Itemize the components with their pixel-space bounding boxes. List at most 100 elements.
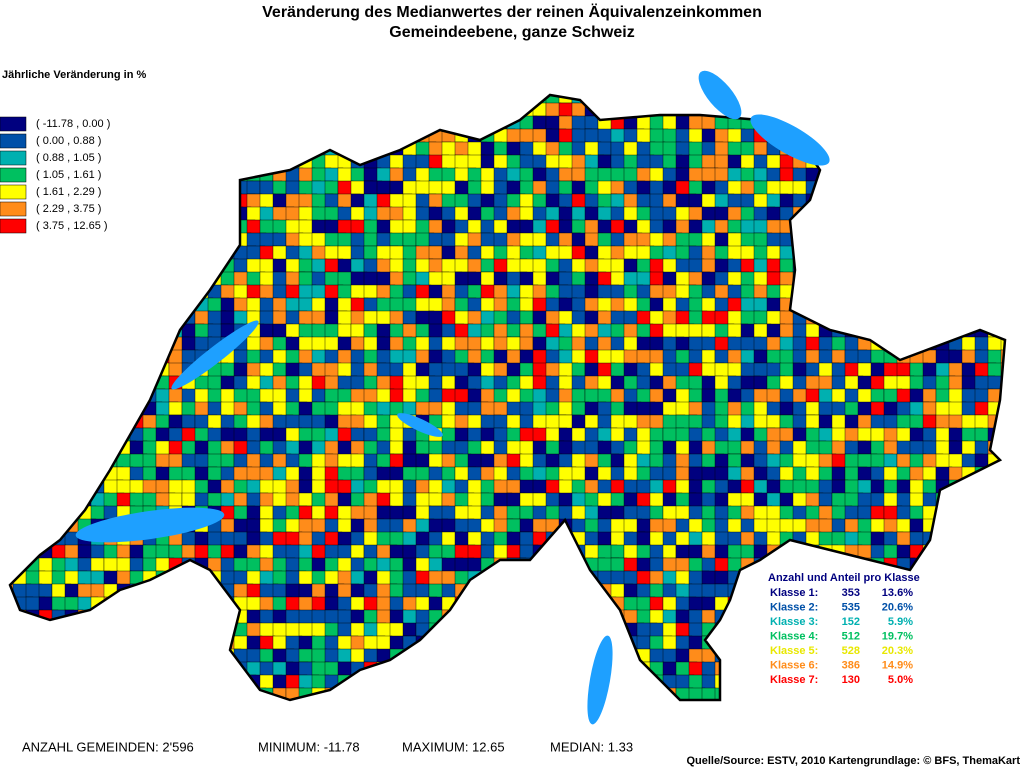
municipality [441, 206, 457, 222]
municipality [480, 102, 498, 120]
municipality [805, 466, 822, 483]
municipality [675, 310, 692, 327]
municipality [155, 648, 170, 663]
municipality [194, 193, 210, 209]
municipality [870, 206, 887, 223]
municipality [857, 596, 879, 618]
municipality [532, 635, 547, 650]
municipality [64, 95, 86, 111]
municipality [935, 596, 951, 612]
municipality [103, 648, 122, 667]
municipality [675, 440, 691, 456]
municipality [714, 544, 730, 560]
municipality [12, 245, 27, 260]
municipality [51, 440, 72, 461]
municipality [129, 388, 146, 405]
municipality [155, 583, 170, 598]
legend-label: ( 1.61 , 2.29 ) [36, 186, 101, 198]
municipality [844, 245, 861, 262]
municipality [961, 609, 981, 629]
municipality [298, 427, 313, 442]
municipality [38, 518, 59, 539]
class-count: 386 [842, 659, 860, 671]
municipality [883, 154, 903, 174]
municipality [168, 219, 191, 242]
municipality [987, 258, 1005, 277]
municipality [675, 466, 690, 481]
municipality [272, 102, 293, 123]
municipality [402, 271, 417, 286]
municipality [181, 128, 201, 148]
municipality [259, 635, 276, 652]
municipality [935, 232, 950, 247]
municipality [558, 167, 573, 182]
municipality [532, 180, 549, 197]
municipality [506, 323, 521, 338]
municipality [766, 232, 782, 248]
municipality [337, 284, 353, 300]
municipality [246, 635, 263, 652]
municipality [662, 219, 678, 235]
class-label: Klasse 1: [770, 587, 818, 599]
municipality [922, 232, 946, 256]
municipality [246, 180, 261, 195]
municipality [883, 206, 899, 222]
municipality [220, 427, 237, 444]
municipality [844, 206, 862, 224]
municipality [441, 648, 460, 667]
municipality [285, 102, 305, 122]
municipality [376, 687, 392, 700]
municipality [961, 648, 984, 671]
municipality [103, 245, 119, 261]
municipality [298, 128, 317, 147]
municipality [442, 701, 459, 718]
municipality [597, 622, 612, 637]
municipality [987, 284, 1003, 300]
municipality [51, 479, 68, 496]
municipality [844, 427, 860, 443]
municipality [870, 232, 889, 251]
municipality [142, 661, 159, 678]
municipality [740, 206, 757, 223]
municipality [415, 284, 432, 301]
municipality [51, 635, 73, 657]
municipality [12, 453, 33, 474]
municipality [467, 635, 482, 650]
municipality [38, 232, 60, 254]
municipality [155, 141, 179, 165]
municipality [727, 531, 743, 547]
municipality [337, 687, 355, 700]
municipality [688, 323, 703, 338]
municipality [10, 284, 14, 299]
municipality [909, 115, 925, 131]
municipality [10, 388, 14, 403]
municipality [259, 154, 280, 175]
municipality [298, 102, 317, 121]
municipality [116, 362, 137, 383]
municipality [25, 284, 42, 301]
municipality [117, 701, 133, 717]
municipality [493, 596, 517, 620]
municipality [10, 323, 18, 342]
municipality [467, 648, 491, 672]
municipality [376, 95, 395, 108]
municipality [181, 95, 200, 108]
municipality [402, 622, 417, 637]
municipality [883, 401, 899, 417]
municipality [272, 583, 287, 598]
municipality [701, 609, 716, 624]
municipality [870, 115, 886, 131]
municipality [870, 258, 893, 281]
municipality [376, 635, 393, 652]
municipality [324, 180, 339, 195]
municipality [922, 258, 943, 279]
municipality [870, 245, 886, 261]
municipality [181, 167, 200, 186]
municipality [454, 102, 476, 124]
municipality [805, 115, 828, 138]
municipality [870, 95, 890, 109]
municipality [285, 95, 305, 109]
municipality [831, 401, 847, 417]
municipality [116, 388, 136, 408]
municipality [870, 401, 887, 418]
